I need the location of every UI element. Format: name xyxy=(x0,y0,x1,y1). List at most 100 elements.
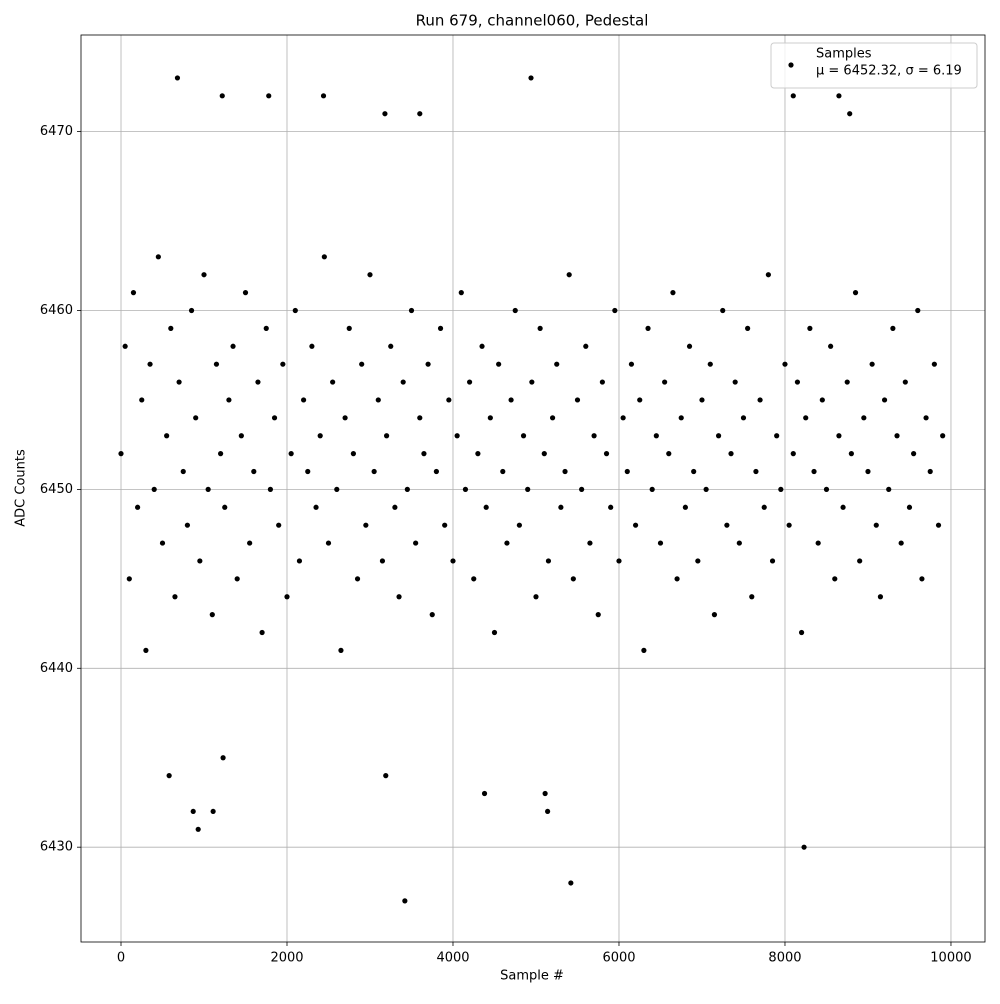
point xyxy=(259,629,265,636)
y-tick-label: 6460 xyxy=(40,303,73,318)
point xyxy=(155,254,161,260)
point xyxy=(219,93,225,99)
point xyxy=(807,325,813,331)
point xyxy=(545,558,552,564)
point xyxy=(836,433,842,439)
point xyxy=(848,451,854,457)
point xyxy=(190,808,196,815)
point xyxy=(280,361,286,367)
point xyxy=(383,433,390,439)
point xyxy=(608,504,614,510)
point xyxy=(790,93,796,99)
point xyxy=(251,468,257,475)
point xyxy=(657,540,664,546)
point xyxy=(906,504,913,510)
point xyxy=(504,540,510,546)
point xyxy=(342,415,348,421)
point xyxy=(218,451,224,457)
point xyxy=(491,629,498,636)
y-tick-label: 6430 xyxy=(40,840,73,855)
legend-label: Samples xyxy=(816,47,872,62)
point xyxy=(383,773,389,779)
point xyxy=(479,343,485,349)
point xyxy=(801,844,807,850)
point xyxy=(242,290,249,296)
point xyxy=(931,361,937,367)
point xyxy=(147,361,153,367)
point xyxy=(599,379,605,385)
point xyxy=(915,307,921,314)
point xyxy=(695,558,701,564)
point xyxy=(632,522,639,528)
point xyxy=(587,540,593,546)
point xyxy=(757,397,763,403)
point xyxy=(740,415,747,421)
point xyxy=(811,468,817,475)
point xyxy=(886,486,892,492)
point xyxy=(481,790,488,797)
point xyxy=(732,379,738,385)
point xyxy=(450,558,456,564)
point xyxy=(433,468,439,475)
point xyxy=(267,486,273,492)
point xyxy=(230,343,236,349)
point xyxy=(151,486,157,492)
point xyxy=(442,522,448,528)
point xyxy=(568,880,574,886)
point xyxy=(798,629,805,636)
point xyxy=(927,468,933,475)
point xyxy=(847,111,853,117)
point xyxy=(935,522,942,528)
point xyxy=(774,433,780,439)
point xyxy=(616,558,622,564)
point xyxy=(545,808,551,815)
point xyxy=(222,504,228,510)
y-tick-label: 6450 xyxy=(40,482,73,497)
point xyxy=(475,451,481,457)
point xyxy=(819,397,825,403)
point xyxy=(558,504,564,510)
point xyxy=(707,361,713,367)
point xyxy=(653,433,659,439)
point xyxy=(159,540,166,546)
point xyxy=(118,451,124,457)
point xyxy=(396,594,402,600)
point xyxy=(520,433,527,439)
point xyxy=(512,307,518,314)
point xyxy=(195,826,201,832)
point xyxy=(500,468,506,475)
point xyxy=(371,468,377,475)
point xyxy=(413,540,419,546)
point xyxy=(894,433,900,439)
point xyxy=(238,433,244,439)
point xyxy=(570,576,576,582)
point xyxy=(923,415,929,421)
point xyxy=(334,486,340,492)
point xyxy=(628,361,635,367)
point xyxy=(367,272,373,278)
x-tick-label: 2000 xyxy=(270,951,303,966)
point xyxy=(844,379,850,385)
y-axis-label: ADC Counts xyxy=(14,449,29,527)
point xyxy=(749,594,755,600)
point xyxy=(662,379,668,385)
point xyxy=(612,307,618,314)
x-axis-label: Sample # xyxy=(500,969,564,984)
point xyxy=(284,594,290,600)
point xyxy=(210,808,216,815)
point xyxy=(678,415,684,421)
point xyxy=(313,504,319,510)
point xyxy=(583,343,589,349)
point xyxy=(711,612,718,618)
point xyxy=(852,290,859,296)
point xyxy=(890,325,896,331)
x-tick-label: 8000 xyxy=(768,951,801,966)
point xyxy=(437,325,444,331)
point xyxy=(276,522,282,528)
y-tick-label: 6470 xyxy=(40,124,73,139)
point xyxy=(404,486,410,492)
point xyxy=(533,594,539,600)
point xyxy=(857,558,863,564)
point xyxy=(130,290,137,296)
